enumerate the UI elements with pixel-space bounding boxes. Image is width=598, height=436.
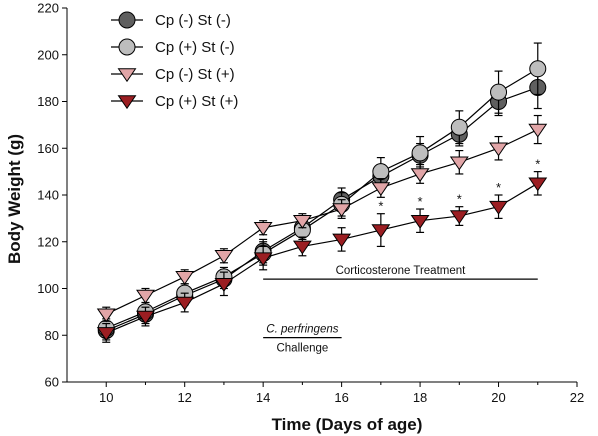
series-line — [105, 182, 539, 334]
data-point — [371, 224, 391, 239]
data-point — [528, 177, 548, 192]
y-tick-label: 220 — [37, 1, 59, 16]
y-axis-title: Body Weight (g) — [5, 134, 24, 264]
legend-label: Cp (-) St (+) — [155, 66, 235, 83]
challenge-label: Challenge — [276, 343, 328, 355]
data-point — [136, 289, 155, 304]
y-tick-label: 120 — [37, 234, 59, 249]
significance-star: * — [535, 157, 540, 172]
data-point — [450, 118, 468, 136]
data-point — [410, 168, 430, 183]
data-point — [489, 142, 508, 157]
x-tick-label: 12 — [177, 390, 191, 405]
y-tick-label: 200 — [37, 47, 59, 62]
data-point — [489, 200, 508, 215]
data-point — [490, 83, 508, 101]
x-tick-label: 20 — [491, 390, 505, 405]
axes: 60 80 100 120 140 160 180 200 220 10 12 14 16 18 20 22 — [37, 1, 584, 406]
legend-marker — [118, 38, 136, 56]
y-tick-label: 100 — [37, 281, 59, 296]
data-point — [292, 214, 312, 229]
data-point — [96, 327, 116, 342]
y-tick-label: 80 — [45, 328, 59, 343]
data-point — [372, 163, 390, 181]
series-2 — [96, 114, 548, 323]
data-point — [410, 214, 430, 229]
legend-label: Cp (-) St (-) — [155, 12, 231, 29]
x-tick-label: 14 — [256, 390, 270, 405]
data-point — [214, 250, 234, 264]
legend-label: Cp (+) St (-) — [155, 39, 235, 56]
data-point — [96, 308, 116, 323]
annotations: Corticosterone Treatment C. perfringens Ch… — [263, 265, 538, 355]
data-point — [175, 271, 195, 285]
y-tick-label: 180 — [37, 94, 59, 109]
significance-star: * — [378, 199, 383, 214]
data-point — [214, 278, 234, 292]
data-point — [449, 210, 469, 225]
series-line — [105, 86, 538, 332]
y-tick-label: 60 — [45, 375, 59, 390]
data-point — [136, 310, 155, 325]
x-axis-title: Time (Days of age) — [272, 415, 423, 434]
series-1 — [97, 42, 547, 339]
series-layer: * * * * * — [96, 42, 548, 343]
data-point — [253, 221, 273, 236]
data-point — [332, 203, 352, 218]
data-point — [528, 123, 548, 138]
series-line — [105, 129, 539, 315]
series-3 — [96, 171, 548, 343]
cperfringens-label: C. perfringens — [266, 324, 338, 336]
legend: Cp (-) St (-) Cp (+) St (-) Cp (-) St (+) C… — [111, 11, 238, 110]
data-point — [449, 156, 469, 171]
y-tick-label: 160 — [37, 141, 59, 156]
data-point — [332, 233, 352, 248]
significance-star: * — [418, 194, 423, 209]
y-tick-label: 140 — [37, 188, 59, 203]
x-tick-label: 22 — [570, 390, 584, 405]
x-tick-label: 16 — [334, 390, 348, 405]
legend-marker — [118, 11, 136, 29]
data-point — [371, 182, 391, 197]
data-point — [411, 144, 429, 162]
legend-label: Cp (+) St (+) — [155, 93, 238, 110]
significance-star: * — [496, 180, 501, 195]
data-point — [175, 296, 195, 311]
data-point — [529, 60, 547, 78]
data-point — [253, 252, 273, 267]
legend-marker — [117, 68, 137, 83]
corticosterone-label: Corticosterone Treatment — [336, 265, 467, 277]
data-point — [292, 240, 312, 255]
x-tick-label: 10 — [99, 390, 113, 405]
legend-marker — [117, 95, 137, 110]
significance-star: * — [457, 192, 462, 207]
x-tick-label: 18 — [413, 390, 427, 405]
